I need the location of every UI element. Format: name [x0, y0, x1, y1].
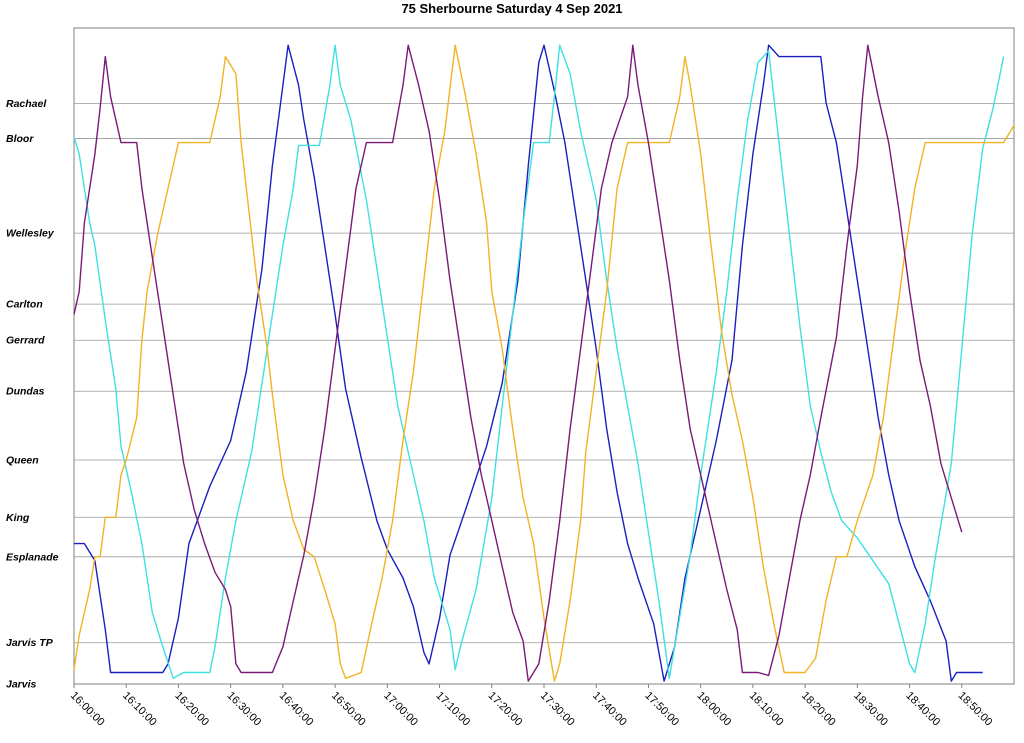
stop-label-jarvis-tp: Jarvis TP	[6, 637, 54, 649]
stop-label-wellesley: Wellesley	[6, 228, 55, 240]
series-line-4	[73, 44, 963, 682]
stop-label-carlton: Carlton	[6, 299, 43, 311]
stop-labels: Rachael Bloor Wellesley Carlton Gerrard Dunda…	[6, 98, 59, 690]
stop-label-king: King	[6, 512, 30, 524]
x-tick-label: 18:10:00	[747, 690, 786, 729]
x-tick-label: 16:40:00	[277, 690, 316, 729]
chart-title: 75 Sherbourne Saturday 4 Sep 2021	[401, 1, 623, 16]
x-tick-label: 18:20:00	[799, 690, 838, 729]
x-tick-label: 17:20:00	[486, 690, 525, 729]
x-tick-labels: 16:00:00 16:10:00 16:20:00 16:30:00 16:40:00…	[68, 684, 995, 729]
plot-frame	[73, 27, 1015, 685]
grid-layer	[74, 103, 1014, 644]
stop-label-jarvis: Jarvis	[6, 679, 37, 691]
x-tick-label: 18:00:00	[695, 690, 734, 729]
x-tick-label: 17:50:00	[642, 690, 681, 729]
x-tick-label: 16:10:00	[120, 690, 159, 729]
x-tick-label: 18:50:00	[956, 690, 995, 729]
series-line-3	[73, 44, 1015, 682]
x-tick-label: 16:30:00	[225, 690, 264, 729]
x-tick-label: 17:30:00	[538, 690, 577, 729]
stop-label-gerrard: Gerrard	[6, 335, 45, 347]
series-layer	[73, 44, 1015, 682]
stop-label-esplanade: Esplanade	[6, 551, 59, 563]
series-line-1	[74, 44, 983, 682]
x-tick-label: 16:50:00	[329, 690, 368, 729]
x-tick-label: 18:30:00	[851, 690, 890, 729]
x-tick-label: 18:40:00	[903, 690, 942, 729]
x-tick-label: 17:40:00	[590, 690, 629, 729]
x-tick-label: 17:10:00	[433, 690, 472, 729]
x-tick-label: 17:00:00	[381, 690, 420, 729]
x-tick-label: 16:00:00	[68, 690, 107, 729]
stop-label-bloor: Bloor	[6, 133, 34, 145]
stop-label-dundas: Dundas	[6, 386, 45, 398]
x-tick-label: 16:20:00	[172, 690, 211, 729]
series-line-2	[73, 44, 1005, 679]
stop-label-queen: Queen	[6, 454, 39, 466]
stop-label-rachael: Rachael	[6, 98, 47, 110]
